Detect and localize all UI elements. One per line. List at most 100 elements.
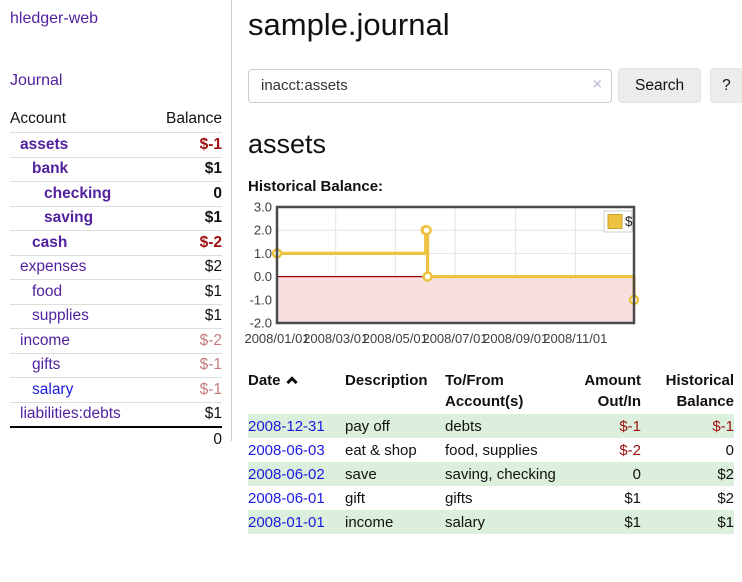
- account-link[interactable]: cash: [32, 233, 68, 251]
- account-column-header: Account: [10, 107, 151, 133]
- register-row: 2008-01-01 income salary $1 $1: [248, 510, 734, 534]
- register-row: 2008-12-31 pay off debts $-1 $-1: [248, 414, 734, 438]
- x-axis-tick-label: 2008/05/01: [363, 331, 428, 346]
- account-balance: 0: [150, 181, 222, 207]
- transaction-amount: 0: [632, 465, 641, 483]
- search-input[interactable]: [248, 68, 612, 103]
- account-balance: $-2: [150, 230, 222, 256]
- transaction-accounts: gifts: [445, 489, 473, 507]
- transaction-amount: $1: [624, 489, 641, 507]
- transaction-date-link[interactable]: 2008-01-01: [248, 513, 325, 531]
- account-balance: $1: [150, 157, 222, 182]
- transaction-amount: $1: [624, 513, 641, 531]
- account-row-income: income $-2: [10, 328, 222, 354]
- account-row-expenses: expenses $2: [10, 255, 222, 280]
- app-brand-link[interactable]: hledger-web: [10, 10, 99, 27]
- account-link[interactable]: liabilities:debts: [20, 405, 121, 422]
- y-axis-tick-label: -1.0: [250, 292, 272, 307]
- account-link[interactable]: expenses: [20, 258, 87, 275]
- transaction-description: pay off: [345, 417, 390, 435]
- sidebar: hledger-web Journal Account Balance asse…: [0, 0, 232, 453]
- register-row: 2008-06-02 save saving, checking 0 $2: [248, 462, 734, 486]
- account-link[interactable]: supplies: [32, 307, 89, 324]
- transaction-accounts: saving, checking: [445, 465, 556, 483]
- transaction-date-link[interactable]: 2008-12-31: [248, 417, 325, 435]
- main-content: sample.journal × Search ? assets Histori…: [244, 0, 742, 534]
- clear-search-icon[interactable]: ×: [592, 75, 602, 93]
- account-link[interactable]: gifts: [32, 356, 61, 373]
- account-total-value: 0: [150, 426, 222, 453]
- account-balance: $-1: [150, 132, 222, 158]
- transaction-balance: $2: [717, 489, 734, 507]
- page-title: sample.journal: [248, 7, 450, 42]
- register-header-row: Date Description To/From Account(s) Amoun…: [248, 368, 734, 414]
- x-axis-tick-label: 2008/03/01: [303, 331, 368, 346]
- accounts-column-header: To/From Account(s): [445, 372, 524, 410]
- account-link[interactable]: assets: [20, 135, 69, 153]
- transaction-balance: $-1: [712, 417, 734, 435]
- description-column-header: Description: [345, 372, 428, 389]
- legend-label: $: [625, 214, 633, 229]
- account-link[interactable]: checking: [44, 184, 112, 202]
- amount-column-header: Amount Out/In: [584, 372, 641, 410]
- account-row-cash: cash $-2: [10, 230, 222, 256]
- transaction-accounts: debts: [445, 417, 482, 435]
- transaction-amount: $-1: [619, 417, 641, 435]
- x-axis-tick-label: 2008/01/01: [244, 331, 309, 346]
- transaction-accounts: salary: [445, 513, 486, 531]
- register-row: 2008-06-01 gift gifts $1 $2: [248, 486, 734, 510]
- transaction-date-link[interactable]: 2008-06-03: [248, 441, 325, 459]
- account-balance-table: Account Balance assets $-1 bank $1 checking 0…: [10, 107, 222, 453]
- account-link[interactable]: saving: [44, 209, 94, 226]
- register-table-body: 2008-12-31 pay off debts $-1 $-1 2008-06-03 ea…: [248, 414, 734, 534]
- search-form: × Search ?: [248, 68, 742, 103]
- register-row: 2008-06-03 eat & shop food, supplies $-2 0: [248, 438, 734, 462]
- account-balance: $-2: [150, 328, 222, 354]
- help-button[interactable]: ?: [710, 68, 742, 103]
- account-total-spacer: [10, 426, 151, 453]
- account-row-salary: salary $-1: [10, 377, 222, 403]
- account-row-food: food $1: [10, 279, 222, 305]
- transaction-date-link[interactable]: 2008-06-01: [248, 489, 325, 507]
- register-table: Date Description To/From Account(s) Amoun…: [248, 368, 734, 534]
- account-row-supplies: supplies $1: [10, 304, 222, 329]
- date-column-header[interactable]: Date: [248, 368, 345, 414]
- x-axis-tick-label: 2008/09/01: [483, 331, 548, 346]
- account-balance: $1: [150, 402, 222, 428]
- account-balance: $-1: [150, 377, 222, 403]
- y-axis-tick-label: 1.0: [254, 246, 272, 261]
- balance-column-header: Balance: [150, 107, 222, 133]
- transaction-balance: $2: [717, 465, 734, 483]
- chart-canvas: $3.0 2.0 1.0 0.0 -1.0 -2.02008/01/012008/03/0…: [244, 200, 640, 346]
- transaction-date-link[interactable]: 2008-06-02: [248, 465, 325, 483]
- account-balance: $1: [150, 304, 222, 329]
- transaction-balance: $1: [717, 513, 734, 531]
- account-row-checking: checking 0: [10, 181, 222, 207]
- transaction-accounts: food, supplies: [445, 441, 538, 459]
- account-balance: $2: [150, 255, 222, 280]
- account-row-assets: assets $-1: [10, 132, 222, 158]
- account-balance: $1: [150, 279, 222, 305]
- account-heading: assets: [248, 129, 327, 159]
- search-button[interactable]: Search: [618, 68, 702, 103]
- sidebar-item-journal[interactable]: Journal: [10, 72, 63, 89]
- account-balance: $-1: [150, 353, 222, 378]
- account-link[interactable]: bank: [32, 160, 69, 177]
- historical-balance-chart: $3.0 2.0 1.0 0.0 -1.0 -2.0 2008/01/01 2008/03/0…: [244, 200, 734, 351]
- account-link[interactable]: food: [32, 282, 63, 300]
- balance-column-header-main: Historical Balance: [665, 372, 734, 410]
- transaction-balance: 0: [725, 441, 734, 459]
- transaction-description: eat & shop: [345, 441, 417, 459]
- account-table-header: Account Balance: [10, 107, 222, 133]
- account-link[interactable]: salary: [32, 380, 74, 398]
- account-link[interactable]: income: [20, 331, 70, 349]
- sort-ascending-icon: [285, 376, 298, 388]
- x-axis-tick-label: 2008/11/01: [543, 331, 607, 346]
- chart-title: Historical Balance:: [248, 178, 384, 195]
- y-axis-tick-label: 3.0: [254, 200, 272, 215]
- transaction-amount: $-2: [619, 441, 641, 459]
- account-row-liabilities-debts: liabilities:debts $1: [10, 402, 222, 428]
- account-row-gifts: gifts $-1: [10, 353, 222, 378]
- y-axis-tick-label: -2.0: [250, 316, 272, 331]
- x-axis-tick-label: 2008/07/01: [422, 331, 487, 346]
